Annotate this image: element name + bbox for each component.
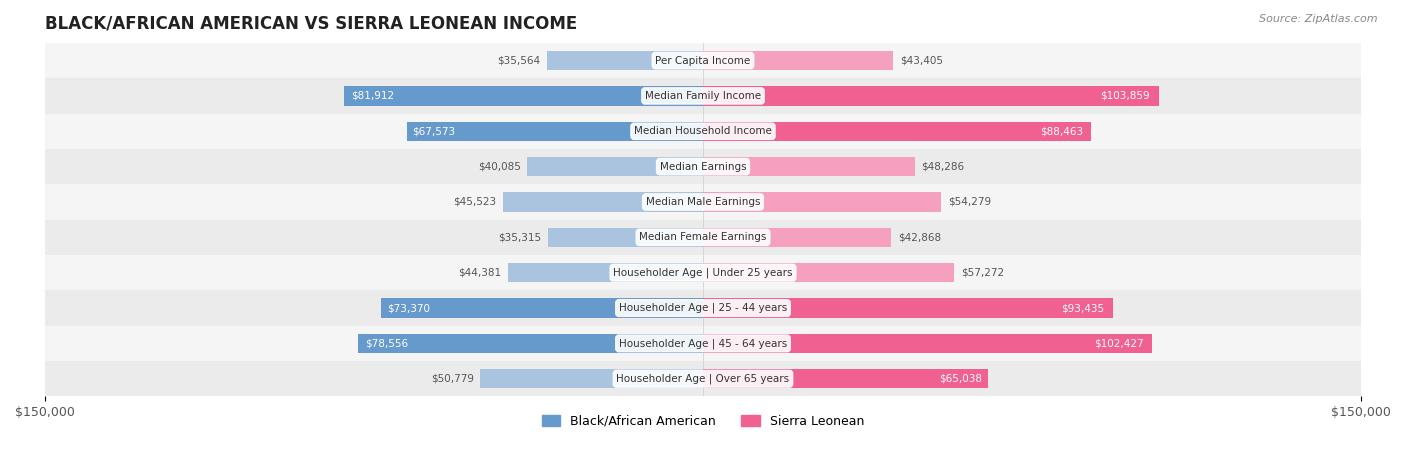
Text: $73,370: $73,370 <box>388 303 430 313</box>
Text: $54,279: $54,279 <box>948 197 991 207</box>
Bar <box>343 86 703 106</box>
Bar <box>45 325 1361 361</box>
Bar <box>45 219 1361 255</box>
Bar <box>527 157 703 177</box>
Text: $35,315: $35,315 <box>498 232 541 242</box>
Bar <box>547 51 703 71</box>
Bar <box>703 333 1153 353</box>
Bar <box>406 121 703 141</box>
Bar <box>703 51 893 71</box>
Text: BLACK/AFRICAN AMERICAN VS SIERRA LEONEAN INCOME: BLACK/AFRICAN AMERICAN VS SIERRA LEONEAN… <box>45 15 578 33</box>
Text: Median Male Earnings: Median Male Earnings <box>645 197 761 207</box>
Bar <box>703 86 1159 106</box>
Text: Householder Age | Over 65 years: Householder Age | Over 65 years <box>616 374 790 384</box>
Text: Median Female Earnings: Median Female Earnings <box>640 232 766 242</box>
Text: $43,405: $43,405 <box>900 56 943 65</box>
Text: $102,427: $102,427 <box>1094 339 1143 348</box>
Text: $78,556: $78,556 <box>366 339 408 348</box>
Text: $81,912: $81,912 <box>352 91 394 101</box>
Text: Source: ZipAtlas.com: Source: ZipAtlas.com <box>1260 14 1378 24</box>
Text: Median Earnings: Median Earnings <box>659 162 747 172</box>
Bar <box>45 149 1361 184</box>
Text: $40,085: $40,085 <box>478 162 520 172</box>
Text: $57,272: $57,272 <box>960 268 1004 278</box>
Bar <box>45 361 1361 396</box>
Bar <box>703 298 1114 318</box>
Bar <box>703 157 915 177</box>
Bar <box>481 369 703 389</box>
Legend: Black/African American, Sierra Leonean: Black/African American, Sierra Leonean <box>537 410 869 432</box>
Text: $44,381: $44,381 <box>458 268 502 278</box>
Bar <box>703 369 988 389</box>
Text: Householder Age | Under 25 years: Householder Age | Under 25 years <box>613 268 793 278</box>
Text: $42,868: $42,868 <box>897 232 941 242</box>
Bar <box>45 290 1361 325</box>
Text: Per Capita Income: Per Capita Income <box>655 56 751 65</box>
Bar <box>509 263 703 283</box>
Bar <box>381 298 703 318</box>
Text: $50,779: $50,779 <box>430 374 474 384</box>
Bar <box>45 43 1361 78</box>
Bar <box>45 184 1361 219</box>
Text: $67,573: $67,573 <box>412 126 456 136</box>
Bar <box>548 227 703 247</box>
Bar <box>503 192 703 212</box>
Bar <box>359 333 703 353</box>
Text: $88,463: $88,463 <box>1040 126 1084 136</box>
Bar <box>703 121 1091 141</box>
Bar <box>703 192 941 212</box>
Text: $35,564: $35,564 <box>498 56 540 65</box>
Text: $65,038: $65,038 <box>939 374 983 384</box>
Text: $103,859: $103,859 <box>1099 91 1150 101</box>
Bar <box>703 263 955 283</box>
Text: Householder Age | 45 - 64 years: Householder Age | 45 - 64 years <box>619 338 787 349</box>
Bar <box>703 227 891 247</box>
Text: Householder Age | 25 - 44 years: Householder Age | 25 - 44 years <box>619 303 787 313</box>
Text: $45,523: $45,523 <box>454 197 496 207</box>
Text: Median Household Income: Median Household Income <box>634 126 772 136</box>
Text: Median Family Income: Median Family Income <box>645 91 761 101</box>
Bar <box>45 78 1361 113</box>
Bar <box>45 255 1361 290</box>
Text: $93,435: $93,435 <box>1062 303 1105 313</box>
Bar <box>45 113 1361 149</box>
Text: $48,286: $48,286 <box>921 162 965 172</box>
